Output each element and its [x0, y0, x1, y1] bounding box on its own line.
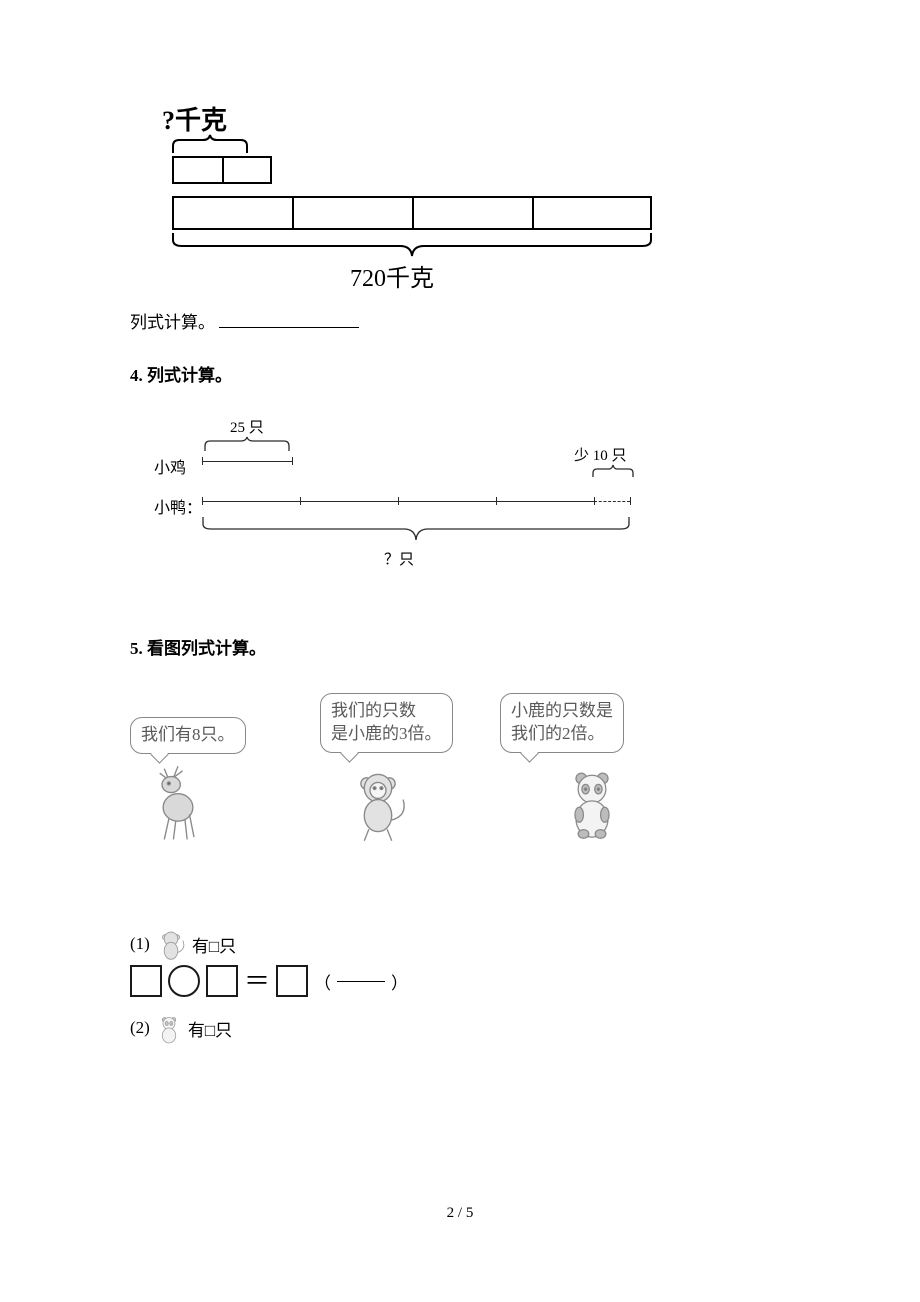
answer-box[interactable]	[130, 965, 162, 997]
page: ?千克 720千克 列式计算。 4. 列式计算。 25 只	[0, 0, 920, 1302]
q4-r2-t5	[630, 497, 631, 505]
q5-sub2-text: 有□只	[188, 1016, 232, 1041]
q5-sub1-prefix: (1)	[130, 934, 150, 954]
q3-small-divider	[222, 156, 224, 184]
answer-box[interactable]	[276, 965, 308, 997]
q4-row2-dash	[594, 501, 630, 502]
q5-sub2-row: (2) 有□只	[130, 1011, 790, 1045]
q4-r1-tick-right	[292, 457, 293, 465]
q4-less-brace	[592, 464, 634, 478]
monkey-icon	[343, 763, 413, 843]
panda-icon	[560, 765, 624, 841]
operator-box[interactable]	[168, 965, 200, 997]
q5-diagram: 我们有8只。 我们的只数 是小鹿的3倍。	[130, 693, 750, 913]
q4-r1-tick-left	[202, 457, 203, 465]
q4-diagram: 25 只 小鸡 少 10 只 小鸭： ？只	[154, 416, 694, 606]
q3-answer-line: 列式计算。	[130, 308, 790, 333]
unit-paren: （	[314, 969, 331, 994]
q4-r2-t2	[398, 497, 399, 505]
q5-bubble-1: 我们有8只。	[130, 717, 246, 754]
q5-sub1-text: 有□只	[192, 932, 236, 957]
q5-char-2: 我们的只数 是小鹿的3倍。	[320, 693, 480, 843]
q3-bottom-label: 720千克	[350, 258, 434, 293]
q5-bubble-2: 我们的只数 是小鹿的3倍。	[320, 693, 453, 753]
q4-r2-t4	[594, 497, 595, 505]
q5-title: 5. 看图列式计算。	[130, 634, 790, 659]
q5-sub1-eq: ＝ （ ）	[130, 965, 790, 997]
q4-bottom-brace	[202, 516, 630, 542]
q5-bubble-3: 小鹿的只数是 我们的2倍。	[500, 693, 624, 753]
q4-bottom-label: ？只	[384, 548, 414, 569]
q5-bubble-3-line2: 我们的2倍。	[511, 724, 605, 743]
q4-r2-t3	[496, 497, 497, 505]
q5-sub1-row: (1) 有□只	[130, 927, 790, 961]
q4-row1-label: 小鸡	[154, 454, 186, 478]
q4-r2-t0	[202, 497, 203, 505]
q5-sub2-prefix: (2)	[130, 1018, 150, 1038]
q4-row2-label: 小鸭：	[154, 494, 202, 518]
q5-char-1: 我们有8只。	[130, 717, 290, 844]
q4-less-label: 少 10 只	[574, 444, 627, 465]
q4-top-label: 25 只	[230, 416, 264, 437]
q3-bottom-brace	[172, 232, 652, 258]
panda-small-icon	[154, 1011, 184, 1045]
deer-icon	[143, 764, 213, 844]
page-number: 2 / 5	[0, 1205, 920, 1222]
q3-big-div-2	[412, 196, 414, 230]
q3-top-brace	[172, 134, 248, 154]
q4-r2-t1	[300, 497, 301, 505]
q5-bubble-3-line1: 小鹿的只数是	[511, 701, 613, 720]
q3-diagram: ?千克 720千克	[150, 100, 650, 300]
q5-bubble-2-line1: 我们的只数	[331, 701, 416, 720]
q3-answer-label: 列式计算。	[130, 313, 215, 332]
q5-bubble-1-text: 我们有8只。	[141, 725, 235, 744]
answer-box[interactable]	[206, 965, 238, 997]
unit-paren-close: ）	[391, 969, 408, 994]
q3-blank[interactable]	[219, 327, 359, 328]
q3-big-div-3	[532, 196, 534, 230]
q5-sub1-unit-blank[interactable]	[337, 981, 385, 982]
q4-title: 4. 列式计算。	[130, 361, 790, 386]
q3-big-div-1	[292, 196, 294, 230]
q5-char-3: 小鹿的只数是 我们的2倍。	[500, 693, 660, 843]
q5-bubble-2-line2: 是小鹿的3倍。	[331, 724, 442, 743]
q4-top-brace	[204, 436, 290, 452]
q3-top-label: ?千克	[162, 100, 227, 137]
equals-sign: ＝	[244, 968, 270, 994]
q4-row1-bar	[202, 461, 292, 462]
monkey-small-icon	[154, 927, 188, 961]
